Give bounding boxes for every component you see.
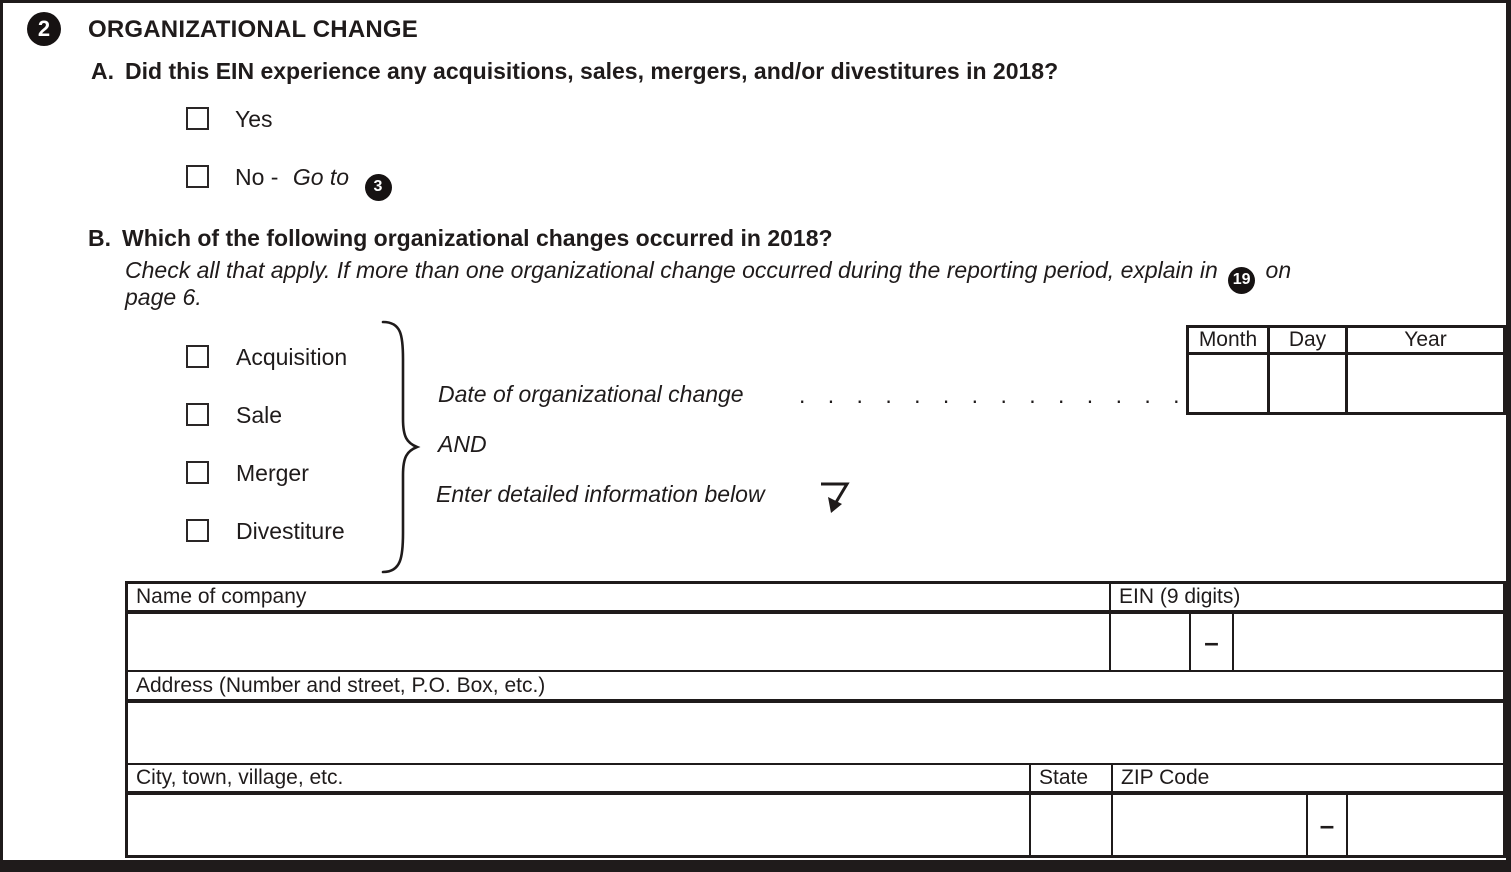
enter-detail-label: Enter detailed information below bbox=[436, 481, 765, 507]
year-header: Year bbox=[1404, 328, 1447, 351]
checkbox-no[interactable] bbox=[186, 165, 209, 188]
name-ein-header-row: Name of company EIN (9 digits) bbox=[128, 584, 1503, 614]
and-label: AND bbox=[438, 431, 487, 457]
divestiture-label: Divestiture bbox=[236, 518, 345, 544]
date-of-change-label: Date of organizational change bbox=[438, 381, 744, 407]
no-label: No - bbox=[235, 164, 279, 190]
ein-label: EIN (9 digits) bbox=[1119, 585, 1241, 608]
address-entry-row bbox=[128, 703, 1503, 765]
section-divider-bar bbox=[3, 860, 1506, 872]
checkbox-divestiture[interactable] bbox=[186, 519, 209, 542]
question-b-text: Which of the following organizational ch… bbox=[122, 225, 833, 251]
checkbox-sale[interactable] bbox=[186, 403, 209, 426]
state-input[interactable] bbox=[1031, 795, 1113, 855]
month-header: Month bbox=[1189, 328, 1270, 352]
instruction-after-badge: on bbox=[1265, 257, 1292, 283]
grouping-brace bbox=[381, 320, 421, 574]
company-detail-table: Name of company EIN (9 digits) – Address… bbox=[125, 581, 1506, 858]
date-table-header-row: Month Day Year bbox=[1189, 328, 1503, 355]
city-state-zip-header-row: City, town, village, etc. State ZIP Code bbox=[128, 765, 1503, 795]
section-number-badge: 2 bbox=[27, 12, 61, 46]
state-label: State bbox=[1031, 765, 1113, 791]
zip-ext-input[interactable] bbox=[1348, 795, 1503, 855]
question-a: A. Did this EIN experience any acquisitio… bbox=[91, 58, 1058, 85]
acquisition-label: Acquisition bbox=[236, 344, 348, 370]
question-b-prefix: B. bbox=[88, 225, 111, 251]
name-of-company-label: Name of company bbox=[128, 584, 1111, 610]
address-header-row: Address (Number and street, P.O. Box, et… bbox=[128, 672, 1503, 703]
question-a-text: Did this EIN experience any acquisitions… bbox=[125, 58, 1059, 84]
no-label-row: No - Go to 3 bbox=[235, 164, 392, 201]
dot-leader: . . . . . . . . . . . . . . . . . bbox=[799, 382, 1185, 408]
name-of-company-input[interactable] bbox=[128, 614, 1111, 670]
day-header: Day bbox=[1270, 328, 1348, 352]
zip-input[interactable] bbox=[1113, 795, 1308, 855]
name-ein-entry-row: – bbox=[128, 614, 1503, 672]
date-table-entry-row bbox=[1189, 355, 1503, 412]
day-input[interactable] bbox=[1270, 355, 1348, 412]
question-a-prefix: A. bbox=[91, 58, 114, 84]
no-goto-text: Go to bbox=[292, 164, 350, 190]
question-b: B. Which of the following organizational … bbox=[88, 225, 833, 252]
ein-prefix-input[interactable] bbox=[1111, 614, 1191, 670]
section-number: 2 bbox=[37, 16, 51, 41]
checkbox-acquisition[interactable] bbox=[186, 345, 209, 368]
ein-suffix-input[interactable] bbox=[1234, 614, 1503, 670]
date-of-change-table: Month Day Year bbox=[1186, 325, 1506, 415]
goto-3-badge: 3 bbox=[364, 173, 392, 201]
city-label: City, town, village, etc. bbox=[128, 765, 1031, 791]
sale-label: Sale bbox=[236, 402, 283, 428]
checkbox-merger[interactable] bbox=[186, 461, 209, 484]
yes-label: Yes bbox=[235, 106, 273, 132]
year-input[interactable] bbox=[1348, 355, 1503, 412]
question-b-instruction-line1: Check all that apply. If more than one o… bbox=[125, 257, 1291, 294]
merger-label: Merger bbox=[236, 460, 309, 486]
question-b-instruction-line2: page 6. bbox=[125, 284, 202, 310]
section-title: ORGANIZATIONAL CHANGE bbox=[88, 16, 418, 43]
zip-dash: – bbox=[1308, 795, 1348, 855]
month-input[interactable] bbox=[1189, 355, 1270, 412]
callout-19-badge: 19 bbox=[1228, 266, 1256, 294]
address-input[interactable] bbox=[128, 703, 1503, 763]
zip-code-label: ZIP Code bbox=[1121, 766, 1210, 789]
instruction-before-badge: Check all that apply. If more than one o… bbox=[125, 257, 1218, 283]
city-state-zip-entry-row: – bbox=[128, 795, 1503, 855]
address-label: Address (Number and street, P.O. Box, et… bbox=[136, 673, 546, 697]
checkbox-yes[interactable] bbox=[186, 107, 209, 130]
down-left-arrow-icon bbox=[821, 482, 850, 513]
ein-dash: – bbox=[1191, 614, 1234, 670]
city-input[interactable] bbox=[128, 795, 1031, 855]
